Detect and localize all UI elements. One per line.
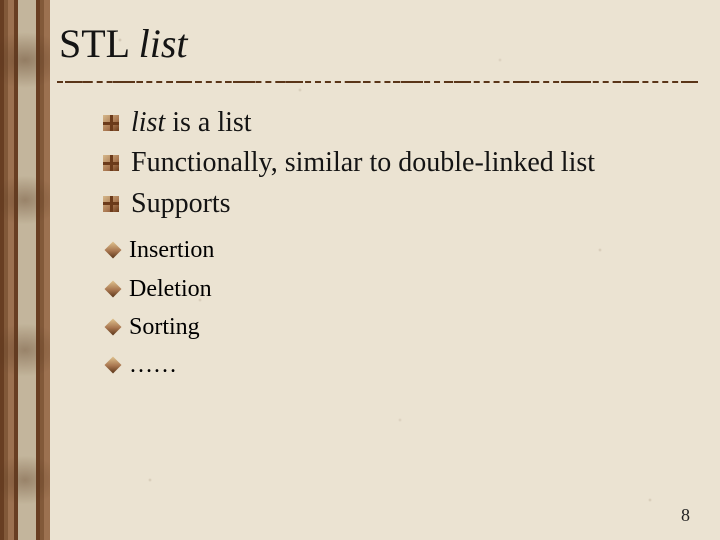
sub-bullet-text: …… [129, 352, 177, 378]
list-item: Sorting [107, 311, 700, 343]
sub-bullet-text: Insertion [129, 237, 214, 263]
bullet-text: Functionally, similar to double-linked l… [131, 147, 595, 178]
bullet-text: is a list [165, 107, 251, 138]
list-item: Supports [103, 186, 700, 222]
sub-bullet-text: Sorting [129, 314, 200, 340]
title-divider [57, 81, 698, 83]
list-item: Insertion [107, 234, 700, 266]
decorative-left-strip [0, 0, 50, 540]
slide-content: STL list list is a list Functionally, si… [55, 20, 700, 530]
list-item: Deletion [107, 273, 700, 305]
slide-title: STL list [55, 20, 700, 81]
page-number: 8 [681, 505, 690, 526]
title-prefix: STL [59, 21, 139, 66]
list-item: list is a list [103, 105, 700, 141]
sub-bullet-list: Insertion Deletion Sorting …… [55, 234, 700, 382]
sub-bullet-text: Deletion [129, 276, 212, 302]
list-item: …… [107, 349, 700, 381]
list-item: Functionally, similar to double-linked l… [103, 145, 700, 181]
bullet-text: Supports [131, 188, 231, 219]
bullet-italic: list [131, 107, 165, 138]
title-italic: list [139, 21, 188, 66]
bullet-list: list is a list Functionally, similar to … [55, 105, 700, 222]
